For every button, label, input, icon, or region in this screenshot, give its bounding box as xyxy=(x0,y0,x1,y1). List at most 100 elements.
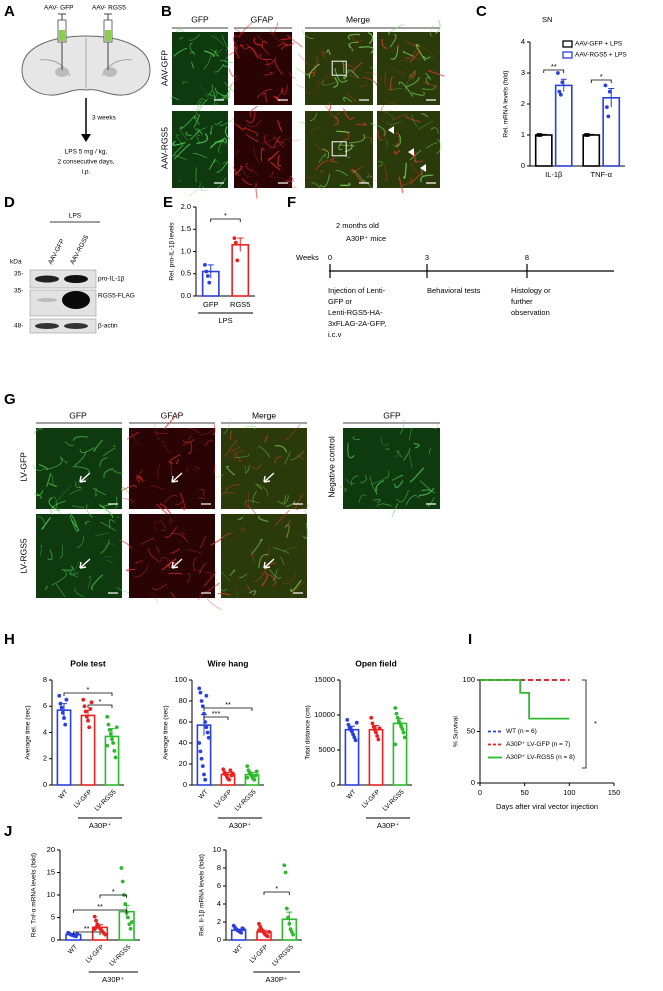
group-label: A30P⁺ xyxy=(102,975,124,984)
x-tick-label: LV-RGS5 xyxy=(108,943,132,967)
micrograph-fiber xyxy=(381,109,392,124)
data-point xyxy=(202,711,206,716)
micrograph-fiber xyxy=(384,98,399,105)
micrograph-fiber xyxy=(302,522,309,539)
data-point xyxy=(81,697,86,702)
micrograph-fiber xyxy=(152,583,168,591)
micrograph-fiber xyxy=(435,19,441,35)
micrograph-fiber xyxy=(175,134,184,146)
data-point xyxy=(123,902,128,906)
micrograph-fiber xyxy=(267,150,280,161)
micrograph-fiber xyxy=(409,50,421,63)
column-header: GFAP xyxy=(161,410,184,420)
micrograph-fiber xyxy=(402,51,415,57)
cohort-text: 2 months old xyxy=(336,221,379,230)
micrograph-fiber xyxy=(189,129,200,140)
micrograph-fiber xyxy=(267,157,276,164)
micrograph-fiber xyxy=(408,426,413,441)
data-point xyxy=(202,772,206,777)
data-point xyxy=(57,693,62,698)
arrow xyxy=(171,472,183,483)
micrograph-fiber xyxy=(364,72,383,81)
treatment-label: LPS xyxy=(69,213,82,220)
micrograph-fiber xyxy=(299,121,306,125)
micrograph-fiber xyxy=(320,169,324,174)
micrograph-fiber xyxy=(264,547,271,559)
micrograph-fiber xyxy=(342,75,348,80)
arrow xyxy=(263,558,275,569)
data-point xyxy=(103,932,108,937)
micrograph-fiber xyxy=(421,489,431,492)
micrograph-fiber xyxy=(203,93,217,99)
band-label: pro-IL-1β xyxy=(98,276,125,283)
micrograph-fiber xyxy=(104,556,111,559)
marker-label: 35- xyxy=(14,288,23,295)
micrograph-fiber xyxy=(350,166,364,172)
micrograph-fiber xyxy=(273,546,290,554)
micrograph-fiber xyxy=(283,495,289,506)
y-tick-label: 2 xyxy=(521,99,525,108)
micrograph-fiber xyxy=(255,182,258,199)
x-tick-label: LV-RGS5 xyxy=(271,943,295,967)
micrograph-fiber xyxy=(253,146,263,164)
x-axis-label: Days after viral vector injection xyxy=(496,802,598,811)
data-point xyxy=(283,870,288,875)
micrograph-fiber xyxy=(377,129,384,141)
legend-label: WT (n = 6) xyxy=(506,728,537,735)
micrograph-fiber xyxy=(203,54,212,70)
data-point xyxy=(235,258,240,263)
micrograph-fiber xyxy=(69,512,78,528)
data-point xyxy=(128,926,133,931)
micrograph-fiber xyxy=(280,138,289,146)
micrograph-fiber xyxy=(288,175,297,189)
micrograph-fiber xyxy=(254,572,264,582)
micrograph-fiber xyxy=(154,423,161,441)
y-tick-label: 0 xyxy=(331,780,335,789)
data-point xyxy=(228,768,233,773)
micrograph-fiber xyxy=(64,441,74,447)
micrograph-fiber xyxy=(381,38,388,50)
micrograph-fiber xyxy=(386,121,402,125)
micrograph-fiber xyxy=(252,490,257,504)
significance-label: * xyxy=(87,685,90,694)
micrograph-fiber xyxy=(346,92,357,102)
significance-label: * xyxy=(600,72,603,81)
micrograph-fiber xyxy=(98,504,114,519)
significance-bracket xyxy=(72,931,101,935)
micrograph-fiber xyxy=(69,515,79,532)
significance-bracket xyxy=(87,704,113,708)
micrograph-fiber xyxy=(197,569,203,573)
panel-label: J xyxy=(4,823,12,840)
data-point xyxy=(58,701,63,706)
micrograph-fiber xyxy=(121,485,137,491)
micrograph-fiber xyxy=(200,430,214,436)
micrograph-fiber xyxy=(264,71,273,76)
micrograph-fiber xyxy=(228,68,237,78)
micrograph-fiber xyxy=(390,46,399,60)
significance-bracket xyxy=(543,69,565,73)
micrograph-fiber xyxy=(139,469,145,481)
micrograph-fiber xyxy=(251,462,263,470)
significance-bracket xyxy=(203,707,253,711)
micrograph-fiber xyxy=(258,515,269,523)
micrograph-fiber xyxy=(197,590,207,600)
micrograph-fiber xyxy=(215,87,230,98)
micrograph-fiber xyxy=(273,137,282,146)
data-point xyxy=(221,767,226,772)
panel-label: D xyxy=(4,194,15,211)
y-tick-label: 3 xyxy=(521,68,525,77)
significance-label: ** xyxy=(551,62,557,71)
bar xyxy=(56,709,72,786)
micrograph-fiber xyxy=(45,472,52,488)
data-point xyxy=(205,730,210,735)
micrograph-fiber xyxy=(210,125,213,135)
micrograph-fiber xyxy=(373,498,381,504)
significance-bracket xyxy=(590,79,612,83)
micrograph-fiber xyxy=(290,450,305,461)
micrograph-fiber xyxy=(428,448,432,455)
micrograph-fiber xyxy=(36,493,42,500)
lane-label: AAV-RGS5 xyxy=(69,234,90,266)
micrograph-fiber xyxy=(178,179,182,182)
micrograph-fiber xyxy=(230,430,233,440)
micrograph-fiber xyxy=(430,127,439,134)
